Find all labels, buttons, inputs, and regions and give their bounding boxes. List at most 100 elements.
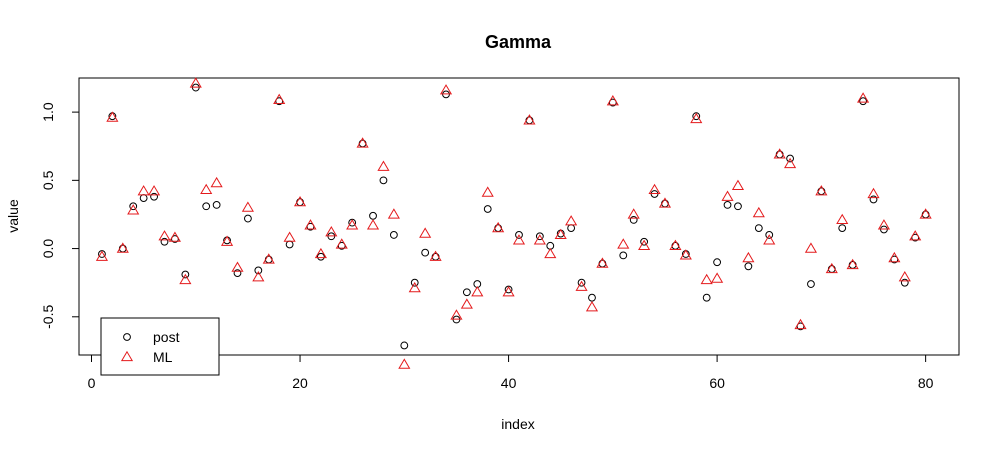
point-ml (627, 208, 640, 219)
x-axis-label: index (501, 416, 534, 432)
point-ml (346, 219, 359, 230)
point-post (619, 251, 628, 260)
point-post (535, 232, 544, 241)
point-ml (721, 190, 734, 201)
point-post (723, 201, 732, 209)
chart-title: Gamma (485, 32, 552, 52)
point-post (900, 278, 909, 287)
point-ml (700, 273, 713, 285)
point-post (671, 241, 680, 250)
legend: post ML (100, 317, 220, 376)
point-post (410, 278, 419, 287)
point-post (661, 199, 669, 208)
point-ml (888, 251, 901, 263)
point-ml (408, 281, 421, 293)
point-post (869, 195, 878, 204)
point-ml (679, 249, 692, 260)
point-post (765, 231, 774, 239)
point-post (515, 231, 523, 239)
point-ml (293, 195, 307, 207)
point-ml (314, 247, 327, 259)
data-points (95, 77, 932, 369)
point-post (577, 278, 586, 287)
point-ml (252, 271, 265, 282)
point-post (598, 259, 607, 268)
point-ml (533, 234, 546, 245)
point-post (150, 192, 158, 201)
point-ml (335, 238, 348, 249)
point-post (233, 269, 242, 278)
point-ml (398, 358, 411, 369)
point-ml (731, 179, 745, 190)
point-post (369, 211, 377, 220)
point-ml (909, 230, 922, 241)
point-ml (189, 77, 202, 88)
point-ml (711, 272, 724, 283)
point-ml (565, 215, 578, 226)
point-post (702, 293, 711, 302)
point-ml (606, 95, 619, 106)
point-ml (898, 271, 911, 282)
point-ml (460, 298, 473, 309)
series-post (98, 83, 930, 350)
point-post (838, 224, 847, 232)
point-ml (116, 242, 129, 253)
point-ml (106, 111, 119, 122)
point-post (264, 255, 273, 264)
point-post (379, 176, 388, 185)
point-ml (304, 219, 317, 230)
point-ml (241, 201, 254, 212)
point-ml (575, 280, 588, 291)
point-post (567, 224, 576, 232)
legend-marker-post (123, 333, 131, 341)
point-ml (220, 235, 234, 246)
point-ml (554, 228, 567, 240)
x-tick-label: 40 (501, 375, 517, 391)
point-ml (658, 197, 672, 208)
point-post (400, 341, 409, 350)
point-ml (366, 219, 380, 230)
point-ml (846, 258, 859, 270)
point-ml (690, 112, 703, 124)
point-post (494, 224, 503, 232)
point-ml (919, 208, 932, 219)
y-tick-label: 1.0 (40, 102, 56, 122)
point-ml (877, 219, 891, 230)
y-tick-label: -0.5 (40, 305, 56, 329)
point-ml (763, 234, 776, 245)
series-ml (95, 77, 932, 369)
point-ml (544, 247, 557, 259)
point-ml (481, 186, 494, 197)
point-post (431, 252, 440, 261)
point-ml (669, 239, 682, 250)
point-ml (794, 318, 807, 330)
point-post (640, 237, 649, 246)
point-ml (439, 84, 453, 95)
point-ml (638, 239, 651, 250)
point-ml (356, 137, 369, 148)
point-ml (752, 206, 765, 218)
point-ml (283, 231, 296, 242)
point-ml (502, 286, 515, 297)
point-post (817, 187, 826, 196)
point-post (775, 150, 784, 159)
point-ml (127, 204, 140, 215)
point-ml (147, 185, 161, 196)
point-ml (231, 261, 244, 272)
x-tick-label: 20 (292, 375, 308, 391)
point-ml (512, 234, 526, 245)
legend-marker-ml (120, 350, 134, 362)
point-ml (648, 183, 661, 195)
point-post (859, 97, 867, 106)
point-post (786, 154, 794, 163)
point-post (202, 202, 211, 211)
point-post (807, 280, 815, 288)
point-post (181, 270, 190, 279)
y-axis-label: value (5, 199, 21, 233)
point-post (848, 261, 857, 269)
point-post (389, 231, 398, 239)
point-ml (617, 238, 630, 249)
point-ml (262, 253, 275, 264)
point-post (462, 288, 471, 297)
legend-label-ml: ML (153, 349, 173, 365)
